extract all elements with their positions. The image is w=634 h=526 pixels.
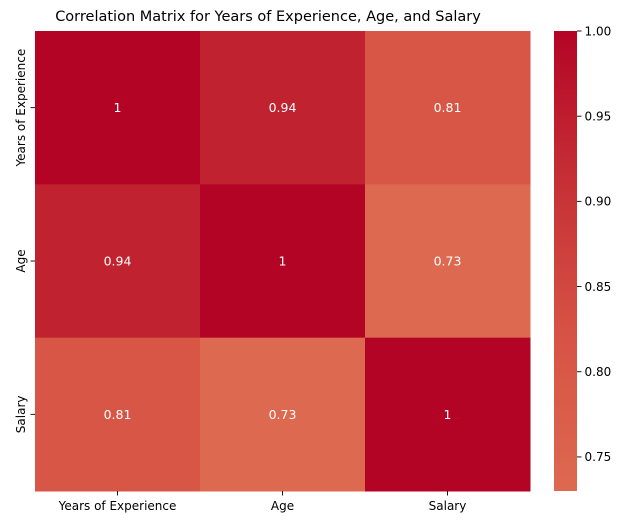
chart-title: Correlation Matrix for Years of Experien… (55, 9, 481, 25)
heatmap-cell-r1-c1 (200, 184, 366, 339)
colorbar-tick-label-3: 0.90 (585, 195, 612, 209)
colorbar: 0.75 0.80 0.85 0.90 0.95 1.00 (554, 24, 611, 491)
cell-label-r0-c2: 0.81 (434, 100, 462, 115)
cell-label-r2-c2: 1 (444, 407, 452, 422)
x-tick-label-2: Salary (429, 499, 467, 513)
heatmap-cell-r2-c1 (200, 337, 366, 492)
x-tick-label-1: Age (271, 499, 294, 513)
y-tick-label-1: Age (14, 249, 28, 272)
heatmap-cell-r0-c2 (365, 31, 531, 185)
y-tick-label-0: Years of Experience (14, 49, 28, 168)
cell-label-r1-c0: 0.94 (104, 254, 132, 269)
heatmap-cell-r2-c2 (365, 337, 531, 492)
cell-label-r0-c1: 0.94 (269, 100, 297, 115)
cell-label-r2-c1: 0.73 (269, 407, 297, 422)
cell-label-r0-c0: 1 (114, 100, 122, 115)
heatmap-cell-r0-c1 (200, 31, 366, 185)
cell-label-r2-c0: 0.81 (104, 407, 132, 422)
colorbar-tick-label-2: 0.85 (585, 280, 612, 294)
heatmap-cell-r1-c2 (365, 184, 531, 339)
heatmap-cell-labels: 1 0.94 0.81 0.94 1 0.73 0.81 0.73 1 (104, 100, 462, 422)
heatmap-cells (35, 31, 531, 492)
y-tick-label-2: Salary (14, 395, 28, 433)
cell-label-r1-c1: 1 (279, 254, 287, 269)
colorbar-tick-label-0: 0.75 (585, 450, 612, 464)
y-axis: Years of Experience Age Salary (14, 49, 35, 433)
cell-label-r1-c2: 0.73 (434, 254, 462, 269)
colorbar-gradient (554, 31, 577, 491)
heatmap-cell-r2-c0 (35, 337, 201, 492)
x-axis: Years of Experience Age Salary (58, 491, 467, 513)
x-tick-label-0: Years of Experience (58, 499, 177, 513)
heatmap-cell-r0-c0 (35, 31, 201, 185)
colorbar-tick-label-1: 0.80 (585, 365, 612, 379)
colorbar-tick-label-5: 1.00 (585, 24, 612, 38)
heatmap-cell-r1-c0 (35, 184, 201, 339)
colorbar-tick-label-4: 0.95 (585, 109, 612, 123)
